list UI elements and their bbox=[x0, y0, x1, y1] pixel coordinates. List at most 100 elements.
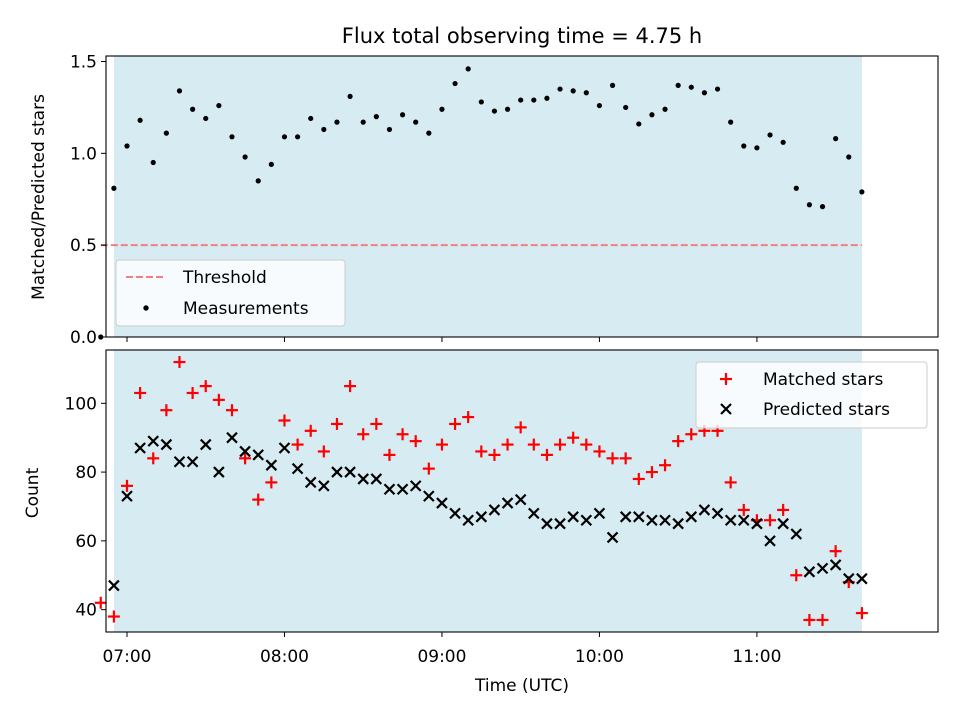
matched-star-point bbox=[94, 596, 107, 609]
measurement-point bbox=[780, 139, 786, 145]
predicted-star-point bbox=[593, 507, 606, 520]
ratio-panel: 0.0 0.5 1.0 1.5 Matched/Predicted stars Thr… bbox=[29, 53, 939, 348]
predicted-star-point bbox=[239, 445, 251, 458]
top-y-axis-ticks: 0.0 0.5 1.0 1.5 bbox=[70, 53, 106, 348]
x-tick-label: 08:00 bbox=[260, 647, 309, 667]
matched-star-point bbox=[291, 438, 304, 451]
matched-star-point bbox=[134, 386, 147, 399]
predicted-star-point bbox=[698, 504, 711, 516]
measurement-point bbox=[150, 159, 156, 166]
matched-star-point bbox=[252, 493, 265, 506]
predicted-star-point bbox=[436, 497, 448, 509]
matched-star-point bbox=[777, 503, 790, 516]
predicted-star-point bbox=[357, 473, 369, 485]
matched-star-point bbox=[803, 613, 816, 626]
matched-star-point bbox=[199, 380, 212, 393]
predicted-star-point bbox=[619, 511, 632, 523]
top-y-tick-label: 1.0 bbox=[70, 144, 97, 164]
measurement-point bbox=[793, 185, 799, 191]
measurement-point bbox=[518, 97, 524, 103]
measurement-point bbox=[190, 106, 196, 112]
predicted-star-point bbox=[751, 517, 763, 530]
matched-star-point bbox=[514, 421, 527, 434]
predicted-star-point bbox=[173, 455, 186, 468]
matched-star-point bbox=[475, 445, 488, 458]
matched-star-point bbox=[527, 438, 540, 451]
x-axis-label: Time (UTC) bbox=[474, 676, 569, 696]
predicted-star-point bbox=[121, 490, 133, 502]
predicted-star-point bbox=[186, 455, 199, 468]
measurement-point bbox=[413, 119, 419, 125]
threshold-legend-label: Threshold bbox=[182, 268, 267, 288]
measurement-point bbox=[754, 145, 760, 151]
measurement-point bbox=[281, 134, 288, 140]
measurement-point bbox=[111, 185, 117, 191]
predicted-star-point bbox=[646, 514, 658, 527]
bottom-y-axis-label: Count bbox=[23, 467, 43, 518]
measurement-point bbox=[636, 121, 642, 127]
measurement-point bbox=[662, 106, 668, 112]
predicted-star-point bbox=[278, 442, 291, 454]
measurement-point bbox=[806, 202, 812, 208]
measurement-point bbox=[255, 178, 261, 184]
matched-star-point bbox=[120, 479, 133, 492]
top-legend-box bbox=[115, 259, 346, 327]
predicted-star-point bbox=[383, 483, 396, 496]
matched-star-point bbox=[501, 438, 514, 451]
predicted-star-point bbox=[554, 517, 566, 530]
measurement-point bbox=[268, 161, 274, 167]
top-y-tick-label: 1.5 bbox=[70, 53, 97, 73]
predicted-star-point bbox=[304, 476, 317, 489]
matched-star-point bbox=[239, 452, 252, 465]
measurement-point bbox=[399, 112, 406, 118]
matched-star-point bbox=[540, 448, 553, 461]
matched-star-point bbox=[278, 414, 291, 427]
measurement-point bbox=[360, 119, 366, 125]
matched-star-point bbox=[855, 607, 868, 620]
bottom-legend: Matched stars Predicted stars bbox=[695, 361, 928, 429]
measurement-point bbox=[229, 134, 235, 140]
matched-star-point bbox=[265, 476, 278, 489]
matched-star-point bbox=[370, 417, 383, 430]
measurements-legend-label: Measurements bbox=[183, 299, 309, 319]
matched-star-point bbox=[409, 435, 422, 448]
matched-star-point bbox=[107, 610, 120, 623]
measurement-point bbox=[426, 130, 432, 136]
predicted-star-point bbox=[147, 435, 160, 447]
predicted-star-point bbox=[724, 514, 737, 527]
matched-star-point bbox=[173, 356, 186, 369]
measurement-point bbox=[294, 134, 301, 140]
x-tick-label: 07:00 bbox=[102, 647, 151, 667]
predicted-legend-label: Predicted stars bbox=[763, 400, 890, 420]
predicted-star-point bbox=[514, 493, 527, 506]
matched-legend-label: Matched stars bbox=[763, 370, 883, 390]
predicted-star-point bbox=[396, 483, 409, 496]
matched-star-point bbox=[554, 438, 567, 451]
measurement-point bbox=[439, 106, 445, 112]
predicted-star-point bbox=[265, 459, 278, 471]
bottom-axes-frame bbox=[105, 349, 939, 633]
predicted-star-point bbox=[711, 507, 724, 520]
measurement-point bbox=[478, 99, 484, 105]
predicted-star-point bbox=[764, 535, 776, 547]
matched-star-point bbox=[724, 476, 737, 489]
measurement-point bbox=[137, 117, 143, 123]
measurement-point bbox=[767, 132, 773, 138]
matched-star-point bbox=[764, 514, 777, 527]
matched-star-point bbox=[330, 417, 343, 430]
measurement-point bbox=[452, 80, 458, 87]
predicted-star-point bbox=[842, 572, 855, 585]
predicted-star-point bbox=[633, 511, 645, 523]
matched-star-point bbox=[672, 435, 685, 448]
measurement-point bbox=[334, 119, 340, 125]
chart-title: Flux total observing time = 4.75 h bbox=[342, 24, 702, 48]
predicted-star-point bbox=[331, 466, 343, 478]
measurement-point bbox=[701, 90, 708, 96]
matched-star-point bbox=[567, 431, 580, 444]
measurement-point bbox=[124, 143, 130, 149]
predicted-star-point bbox=[672, 517, 684, 530]
measurement-point bbox=[859, 189, 865, 195]
measurement-point bbox=[347, 93, 353, 100]
matched-star-point bbox=[317, 445, 330, 458]
